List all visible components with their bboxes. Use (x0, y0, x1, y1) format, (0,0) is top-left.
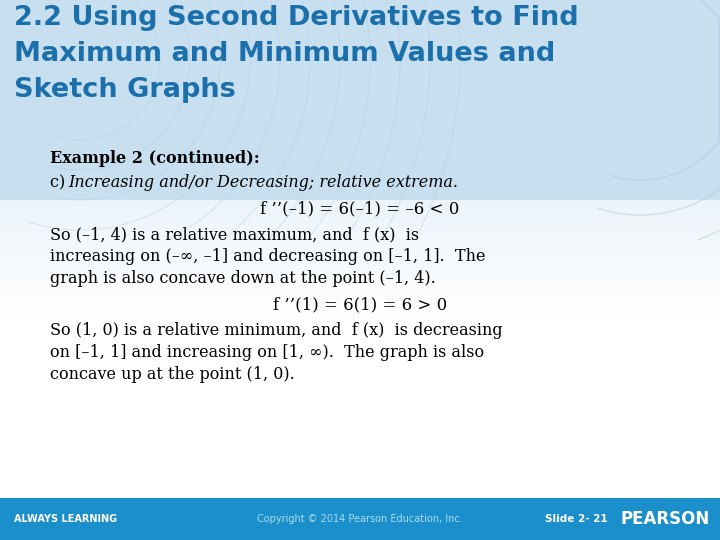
Bar (0, 269, 720, 272)
Bar (0, 233, 720, 236)
Text: Slide 2- 21: Slide 2- 21 (545, 514, 608, 524)
Bar (0, 245, 720, 248)
Bar (0, 227, 720, 230)
Bar (0, 293, 720, 296)
Bar (0, 230, 720, 233)
Text: Copyright © 2014 Pearson Education, Inc.: Copyright © 2014 Pearson Education, Inc. (257, 514, 463, 524)
Bar (0, 308, 720, 311)
Bar (0, 248, 720, 251)
Bar (0, 290, 720, 293)
Bar (0, 224, 720, 227)
Text: So (–1, 4) is a relative maximum, and  f (x)  is: So (–1, 4) is a relative maximum, and f … (50, 226, 419, 243)
Bar (0, 221, 720, 224)
Bar (0, 266, 720, 269)
Bar (0, 275, 720, 278)
Bar (0, 218, 720, 221)
Bar (0, 287, 720, 290)
Bar (0, 498, 720, 540)
Bar (0, 206, 720, 209)
Text: Increasing and/or Decreasing; relative extrema.: Increasing and/or Decreasing; relative e… (68, 174, 458, 191)
Text: Sketch Graphs: Sketch Graphs (14, 77, 235, 103)
Bar (0, 272, 720, 275)
Bar (0, 278, 720, 281)
Bar (0, 203, 720, 206)
Bar (0, 296, 720, 299)
Bar (0, 242, 720, 245)
Text: Example 2 (continued):: Example 2 (continued): (50, 150, 260, 167)
Bar (0, 302, 720, 305)
Bar (0, 254, 720, 257)
Text: f ’’(–1) = 6(–1) = –6 < 0: f ’’(–1) = 6(–1) = –6 < 0 (261, 200, 459, 217)
Bar (0, 251, 720, 254)
Bar (0, 299, 720, 302)
Text: increasing on (–∞, –1] and decreasing on [–1, 1].  The: increasing on (–∞, –1] and decreasing on… (50, 248, 485, 265)
Bar (0, 257, 720, 260)
Bar (0, 0, 720, 200)
Bar (0, 305, 720, 308)
Bar (0, 200, 720, 203)
Text: on [–1, 1] and increasing on [1, ∞).  The graph is also: on [–1, 1] and increasing on [1, ∞). The… (50, 344, 484, 361)
Bar (0, 260, 720, 263)
Text: ALWAYS LEARNING: ALWAYS LEARNING (14, 514, 117, 524)
Bar (0, 281, 720, 284)
Text: So (1, 0) is a relative minimum, and  f (x)  is decreasing: So (1, 0) is a relative minimum, and f (… (50, 322, 503, 339)
Text: Maximum and Minimum Values and: Maximum and Minimum Values and (14, 41, 555, 67)
Text: 2.2 Using Second Derivatives to Find: 2.2 Using Second Derivatives to Find (14, 5, 579, 31)
Text: c): c) (50, 174, 71, 191)
Bar (0, 284, 720, 287)
Text: PEARSON: PEARSON (621, 510, 710, 528)
Bar (0, 311, 720, 314)
Bar (0, 212, 720, 215)
Text: concave up at the point (1, 0).: concave up at the point (1, 0). (50, 366, 294, 383)
Text: f ’’(1) = 6(1) = 6 > 0: f ’’(1) = 6(1) = 6 > 0 (273, 296, 447, 313)
Bar (0, 209, 720, 212)
Bar (0, 263, 720, 266)
Bar (0, 197, 720, 200)
Text: graph is also concave down at the point (–1, 4).: graph is also concave down at the point … (50, 270, 436, 287)
Bar (0, 314, 720, 317)
Bar (0, 236, 720, 239)
Bar (0, 215, 720, 218)
Bar (0, 239, 720, 242)
